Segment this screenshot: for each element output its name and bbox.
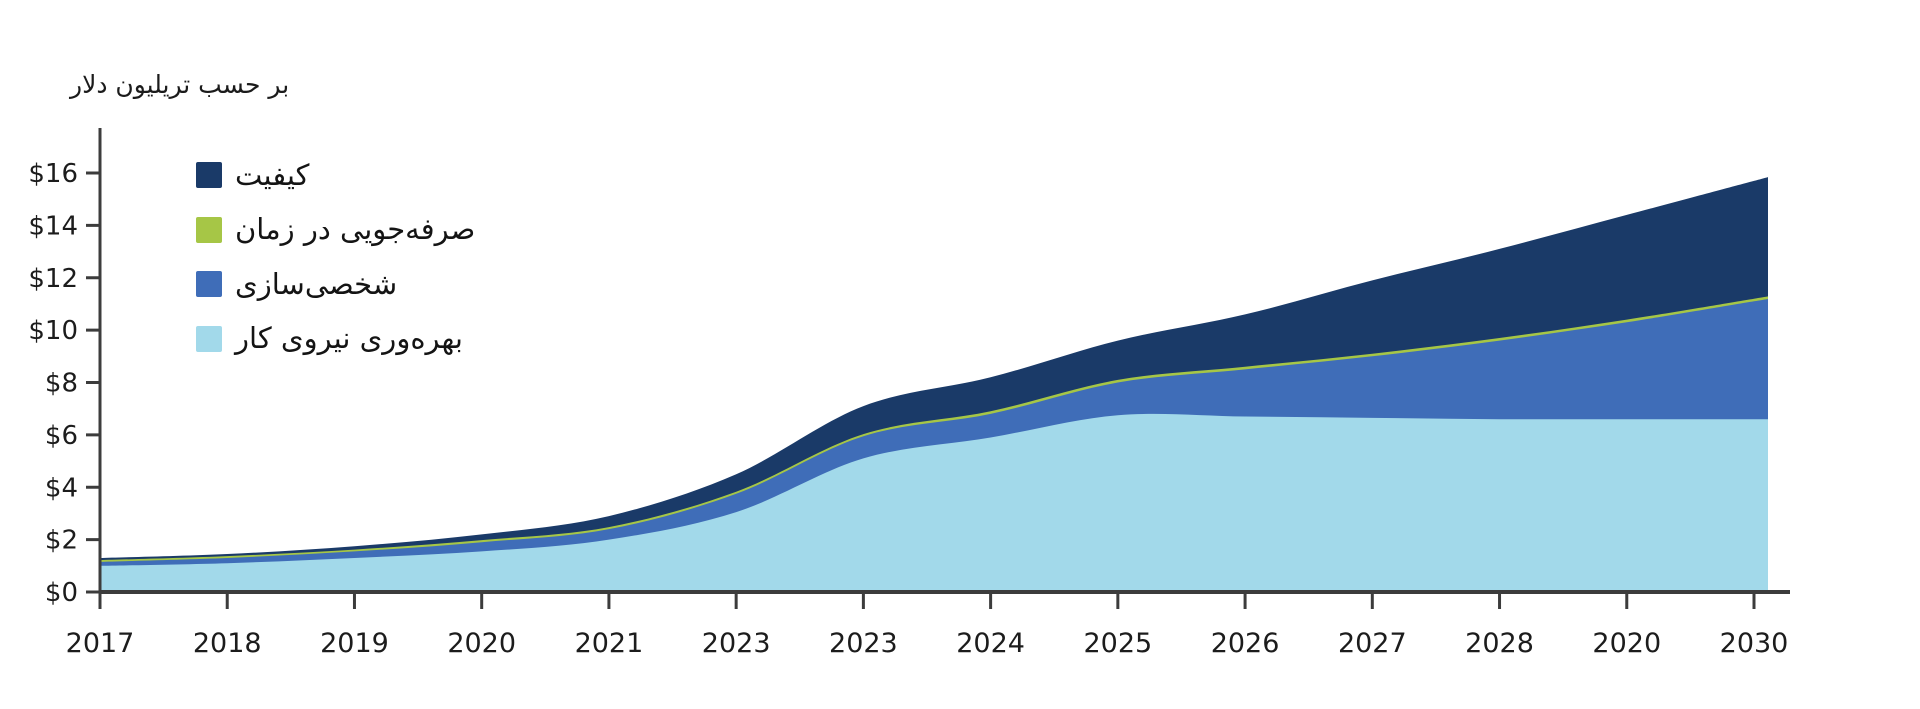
x-axis-label: 2030 [1720,628,1789,659]
x-axis-label: 2023 [702,628,771,659]
y-axis-label: $6 [45,421,78,451]
y-axis-label: $4 [45,473,78,503]
legend-label-quality: کیفیت [235,158,310,192]
legend-item-quality: کیفیت [196,160,475,190]
legend-swatch-quality-icon [196,162,222,189]
x-axis-label: 2018 [193,628,262,659]
legend-label-labor-productivity: بهره‌وری نیروی کار [235,321,463,356]
chart-title: بر حسب تریلیون دلار [70,70,290,99]
y-axis-label: $14 [28,211,78,241]
legend-label-time-savings: صرفه‌جویی در زمان [235,212,476,247]
legend-item-time-savings: صرفه‌جویی در زمان [196,212,476,247]
legend-swatch-time-savings-icon [196,216,222,243]
y-axis-label: $0 [45,578,78,608]
x-axis-label: 2026 [1211,628,1280,659]
legend-label-personalization: شخصی‌سازی [235,266,398,301]
y-axis-label: $2 [45,526,78,556]
area-labor-productivity [100,413,1769,592]
y-axis-label: $10 [28,316,78,346]
y-axis-label: $16 [28,159,78,189]
legend-item-labor-productivity: بهره‌وری نیروی کار [196,321,475,356]
y-axis-label: $12 [28,264,78,294]
x-axis-label: 2027 [1338,628,1407,659]
x-axis-label: 2021 [575,628,644,659]
x-axis-label: 2025 [1083,628,1152,659]
legend-item-personalization: شخصی‌سازی [196,266,475,301]
x-axis-label: 2019 [320,628,389,659]
x-axis-label: 2023 [829,628,898,659]
x-axis-label: 2028 [1465,628,1534,659]
legend-swatch-labor-productivity-icon [196,325,222,352]
y-axis-label: $8 [45,369,78,399]
x-axis-label: 2020 [1592,628,1661,659]
x-axis-label: 2017 [66,628,135,659]
x-axis-label: 2020 [447,628,516,659]
x-axis-label: 2024 [956,628,1025,659]
legend-swatch-personalization-icon [196,271,222,298]
legend: کیفیت صرفه‌جویی در زمان شخصی‌سازی بهره‌وری … [196,160,475,354]
